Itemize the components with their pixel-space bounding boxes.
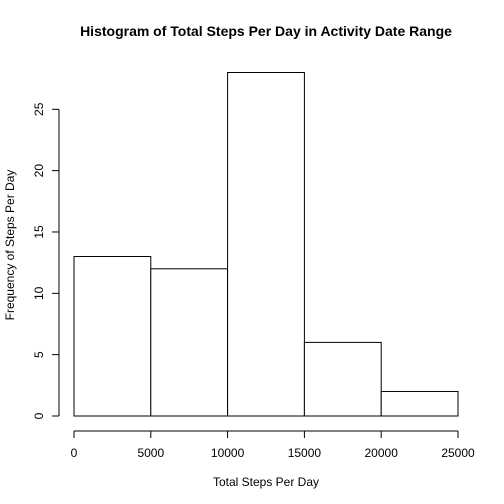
histogram-bar-2 bbox=[227, 72, 305, 417]
bars-group bbox=[73, 72, 459, 417]
x-axis-label: Total Steps Per Day bbox=[213, 475, 319, 489]
y-tick-label-0: 0 bbox=[32, 412, 46, 419]
y-tick-label-1: 5 bbox=[32, 351, 46, 358]
x-tick-label-0: 0 bbox=[71, 446, 78, 460]
y-tick-label-4: 20 bbox=[32, 164, 46, 178]
x-tick-label-1: 5000 bbox=[137, 446, 164, 460]
chart-title: Histogram of Total Steps Per Day in Acti… bbox=[80, 23, 452, 39]
x-tick-label-2: 10000 bbox=[211, 446, 245, 460]
x-tick-label-4: 20000 bbox=[365, 446, 399, 460]
histogram-bar-4 bbox=[380, 390, 459, 417]
x-axis: 0 5000 10000 15000 20000 25000 bbox=[71, 430, 475, 460]
x-tick-label-3: 15000 bbox=[288, 446, 322, 460]
x-tick-label-5: 25000 bbox=[441, 446, 475, 460]
y-tick-label-2: 10 bbox=[32, 286, 46, 300]
histogram-bar-3 bbox=[303, 341, 382, 417]
y-tick-label-5: 25 bbox=[32, 102, 46, 116]
y-tick-label-3: 15 bbox=[32, 225, 46, 239]
y-axis-label: Frequency of Steps Per Day bbox=[3, 170, 17, 321]
histogram-bar-1 bbox=[150, 268, 229, 417]
histogram-bar-0 bbox=[73, 256, 152, 417]
y-axis: 0 5 10 15 20 25 bbox=[32, 102, 60, 419]
